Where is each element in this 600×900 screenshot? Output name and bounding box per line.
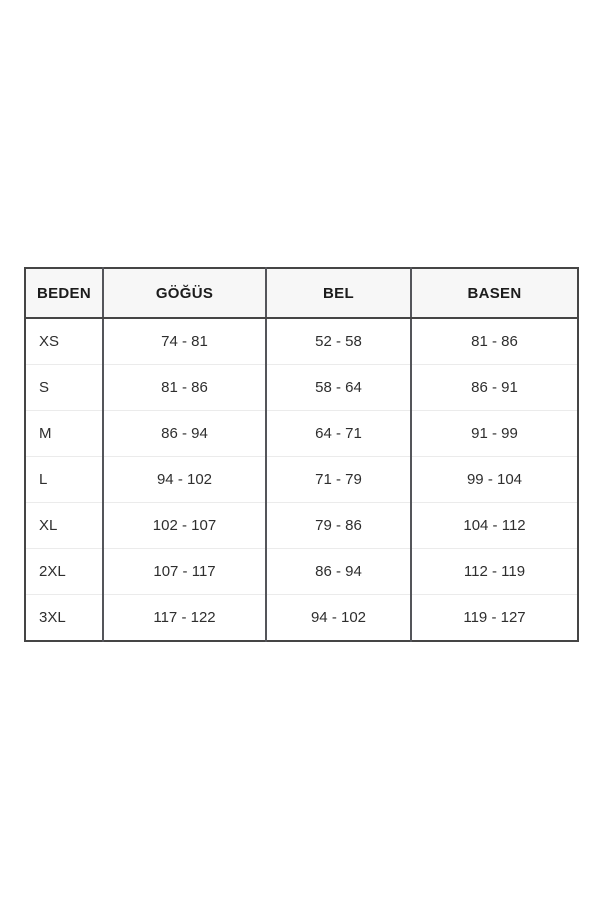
column-header-beden: BEDEN [25, 268, 103, 319]
table-row-2xl: 2XL 107 - 117 86 - 94 112 - 119 [25, 548, 578, 595]
table-row-xs: XS 74 - 81 52 - 58 81 - 86 [25, 318, 578, 365]
size-chart: BEDEN GÖĞÜS BEL BASEN XS 74 - 81 52 - 58… [24, 267, 579, 642]
column-header-gogus: GÖĞÜS [102, 268, 266, 319]
bel-value: 71 - 79 [265, 456, 411, 503]
basen-value: 81 - 86 [410, 318, 578, 365]
basen-value: 112 - 119 [410, 548, 578, 595]
table-row-s: S 81 - 86 58 - 64 86 - 91 [25, 364, 578, 411]
table-row-m: M 86 - 94 64 - 71 91 - 99 [25, 410, 578, 457]
gogus-value: 86 - 94 [102, 410, 266, 457]
column-header-bel: BEL [265, 268, 411, 319]
gogus-value: 117 - 122 [102, 594, 266, 641]
gogus-value: 74 - 81 [102, 318, 266, 365]
table-row-xl: XL 102 - 107 79 - 86 104 - 112 [25, 502, 578, 549]
size-label: L [25, 456, 103, 503]
gogus-value: 107 - 117 [102, 548, 266, 595]
basen-value: 104 - 112 [410, 502, 578, 549]
column-header-basen: BASEN [410, 268, 578, 319]
bel-value: 86 - 94 [265, 548, 411, 595]
table-row-3xl: 3XL 117 - 122 94 - 102 119 - 127 [25, 594, 578, 641]
bel-value: 58 - 64 [265, 364, 411, 411]
bel-value: 64 - 71 [265, 410, 411, 457]
size-label: XS [25, 318, 103, 365]
size-chart-table: BEDEN GÖĞÜS BEL BASEN XS 74 - 81 52 - 58… [24, 267, 579, 642]
size-label: S [25, 364, 103, 411]
bel-value: 52 - 58 [265, 318, 411, 365]
header-row: BEDEN GÖĞÜS BEL BASEN [25, 268, 578, 319]
bel-value: 94 - 102 [265, 594, 411, 641]
size-label: 3XL [39, 609, 66, 626]
basen-value: 99 - 104 [410, 456, 578, 503]
size-label: M [25, 410, 103, 457]
size-label: XL [25, 502, 103, 549]
table-row-l: L 94 - 102 71 - 79 99 - 104 [25, 456, 578, 503]
basen-value: 119 - 127 [410, 594, 578, 641]
size-label: 2XL [25, 548, 103, 595]
bel-value: 79 - 86 [265, 502, 411, 549]
gogus-value: 102 - 107 [102, 502, 266, 549]
basen-value: 91 - 99 [410, 410, 578, 457]
gogus-value: 81 - 86 [102, 364, 266, 411]
gogus-value: 94 - 102 [102, 456, 266, 503]
basen-value: 86 - 91 [410, 364, 578, 411]
